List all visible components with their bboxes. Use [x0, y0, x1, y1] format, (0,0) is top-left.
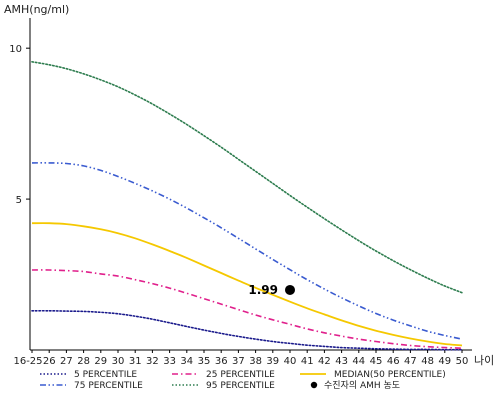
x-tick-label: 31	[129, 356, 142, 367]
legend-item-p75: 75 PERCENTILE	[40, 381, 143, 391]
x-tick-label: 38	[249, 356, 262, 367]
patient-amh-point	[285, 284, 295, 295]
patient-marker: 1.99	[248, 283, 295, 297]
legend: 5 PERCENTILE 25 PERCENTILE MEDIAN(50 PERCE…	[40, 370, 446, 391]
x-ticks: 16-25 26 27 28 29 30 31 32 33 34 35 36 37 38 39 40 41 42 4…	[13, 350, 468, 367]
x-tick-label: 36	[215, 356, 228, 367]
x-tick-label: 29	[94, 356, 107, 367]
legend-item-p5: 5 PERCENTILE	[40, 370, 137, 380]
legend-label-p95: 95 PERCENTILE	[206, 381, 275, 391]
series-line-median	[31, 222, 463, 347]
series-line-p25	[31, 269, 463, 349]
x-tick-label: 48	[421, 356, 434, 367]
series-lines	[31, 61, 463, 351]
x-tick-label: 45	[370, 356, 383, 367]
legend-marker-label: 수진자의 AMH 농도	[324, 380, 400, 391]
x-tick-label: 39	[266, 356, 279, 367]
y-tick-label: 5	[16, 195, 22, 206]
x-tick-label: 27	[60, 356, 73, 367]
x-tick-label: 30	[112, 356, 125, 367]
legend-label-p25: 25 PERCENTILE	[206, 370, 275, 380]
x-axis-title: 나이	[474, 354, 494, 367]
series-line-p95	[31, 61, 463, 294]
x-tick-label: 34	[180, 356, 193, 367]
x-tick-label: 16-25	[13, 356, 42, 367]
x-tick-label: 40	[284, 356, 297, 367]
legend-item-marker: 수진자의 AMH 농도	[310, 380, 400, 391]
x-tick-label: 32	[146, 356, 159, 367]
x-tick-label: 33	[163, 356, 176, 367]
legend-item-p25: 25 PERCENTILE	[172, 370, 275, 380]
legend-marker-symbol	[310, 381, 318, 389]
x-tick-label: 37	[232, 356, 245, 367]
legend-item-median: MEDIAN(50 PERCENTILE)	[300, 370, 446, 380]
series-line-p5	[31, 309, 463, 351]
series-line-p75	[31, 162, 463, 340]
y-ticks: 10 5	[9, 44, 30, 206]
x-tick-label: 47	[404, 356, 417, 367]
x-tick-label: 44	[352, 356, 365, 367]
legend-item-p95: 95 PERCENTILE	[172, 381, 275, 391]
axes: AMH(ng/ml) 나이	[4, 3, 494, 367]
legend-label-p75: 75 PERCENTILE	[74, 381, 143, 391]
x-tick-label: 49	[438, 356, 451, 367]
legend-label-median: MEDIAN(50 PERCENTILE)	[334, 370, 446, 380]
patient-amh-value: 1.99	[248, 283, 278, 297]
x-tick-label: 46	[387, 356, 400, 367]
x-tick-label: 42	[318, 356, 331, 367]
x-tick-label: 26	[43, 356, 56, 367]
legend-label-p5: 5 PERCENTILE	[74, 370, 137, 380]
y-axis-title: AMH(ng/ml)	[4, 3, 69, 16]
y-tick-label: 10	[9, 44, 22, 55]
x-tick-label: 41	[301, 356, 314, 367]
x-tick-label: 43	[335, 356, 348, 367]
x-tick-label: 28	[77, 356, 90, 367]
x-tick-label: 50	[456, 356, 469, 367]
x-tick-label: 35	[198, 356, 211, 367]
